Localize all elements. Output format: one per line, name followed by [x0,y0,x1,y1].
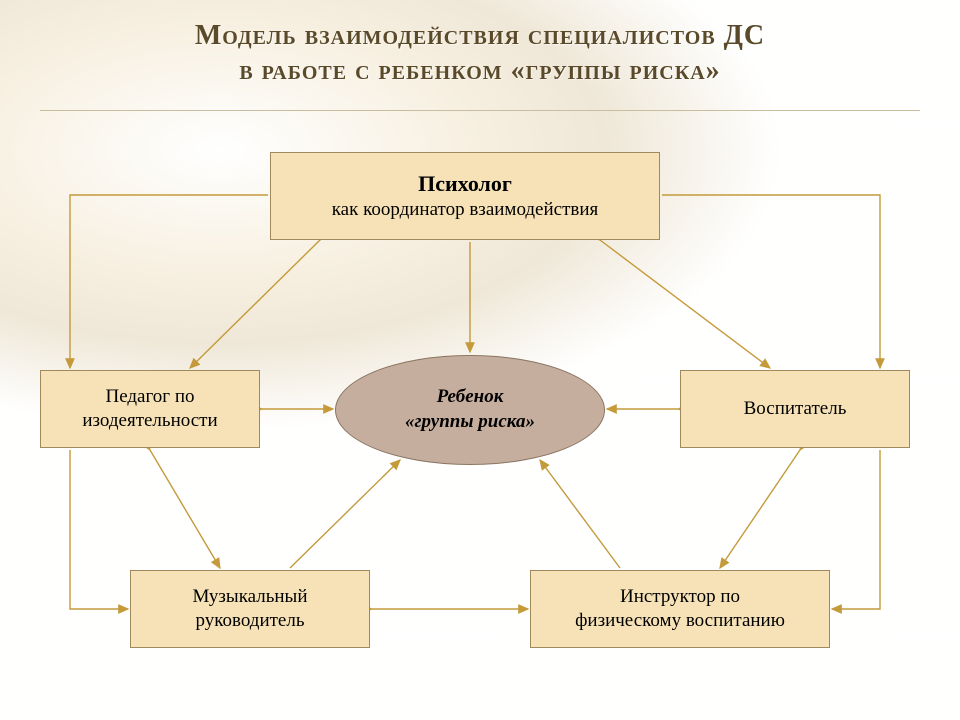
slide-title: Модель взаимодействия специалистов ДС в … [0,18,960,88]
node-psychologist-title: Психолог [418,170,512,198]
node-physical-instructor: Инструктор по физическому воспитанию [530,570,830,648]
node-phys-line1: Инструктор по [620,585,740,609]
node-phys-line2: физическому воспитанию [575,609,785,633]
center-line1: Ребенок [437,385,504,410]
node-child-center: Ребенок «группы риска» [335,355,605,465]
node-psychologist-sub: как координатор взаимодействия [332,198,599,222]
title-line-2: в работе с ребенком «группы риска» [239,55,720,86]
node-educator: Воспитатель [680,370,910,448]
node-art-teacher: Педагог по изодеятельности [40,370,260,448]
title-divider [40,110,920,111]
node-edu-line1: Воспитатель [744,397,847,421]
node-music-line2: руководитель [195,609,304,633]
node-psychologist: Психолог как координатор взаимодействия [270,152,660,240]
node-music-director: Музыкальный руководитель [130,570,370,648]
node-music-line1: Музыкальный [193,585,308,609]
center-line2: «группы риска» [405,410,535,435]
title-line-1: Модель взаимодействия специалистов ДС [195,20,765,51]
node-art-line2: изодеятельности [82,409,217,433]
node-art-line1: Педагог по [105,385,194,409]
